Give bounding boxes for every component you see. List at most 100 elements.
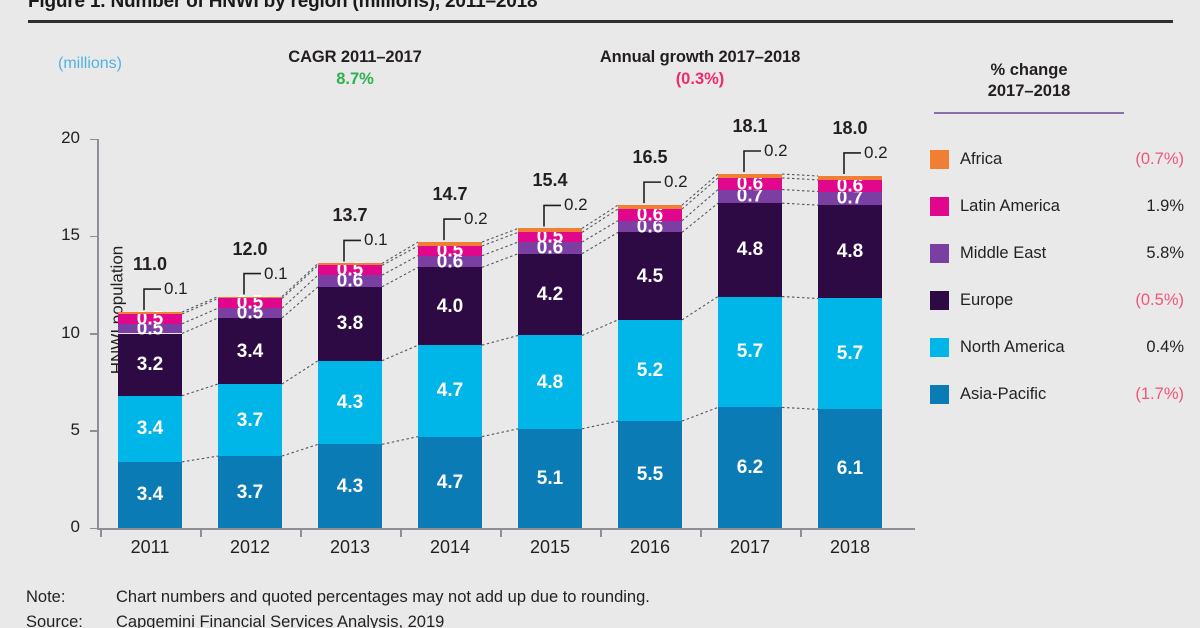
bar-segment-2011-asia-pacific[interactable]: 3.4 — [118, 461, 182, 528]
africa-leader-line — [743, 150, 761, 173]
bar-segment-2018-europe[interactable]: 4.8 — [818, 205, 882, 299]
bar-segment-2011-africa[interactable] — [118, 312, 182, 315]
bar-segment-2014-latin-america[interactable]: 0.5 — [418, 241, 482, 260]
segment-value-label: 5.7 — [736, 341, 764, 363]
bar-segment-2016-asia-pacific[interactable]: 5.5 — [618, 421, 682, 528]
legend-row-latin-america[interactable]: Latin America 1.9% — [930, 183, 1190, 230]
bar-segment-2016-middle-east[interactable]: 0.6 — [618, 217, 682, 236]
bar-segment-2014-asia-pacific[interactable]: 4.7 — [418, 436, 482, 528]
bar-segment-2012-middle-east[interactable]: 0.5 — [218, 304, 282, 323]
bar-segment-2014-north-america[interactable]: 4.7 — [418, 345, 482, 437]
bar-2017[interactable]: 6.2 5.7 4.8 0.7 0.6 — [718, 139, 782, 528]
bar-total-2016: 16.5 — [632, 147, 668, 168]
connector-line — [181, 317, 219, 335]
bar-segment-2015-asia-pacific[interactable]: 5.1 — [518, 428, 582, 528]
y-tick-label: 0 — [70, 517, 80, 536]
bar-segment-2012-north-america[interactable]: 3.7 — [218, 384, 282, 457]
bar-segment-2014-middle-east[interactable]: 0.6 — [418, 252, 482, 271]
bar-segment-2017-asia-pacific[interactable]: 6.2 — [718, 407, 782, 528]
bar-segment-2012-latin-america[interactable]: 0.5 — [218, 294, 282, 313]
legend-percent-change: 5.8% — [1146, 243, 1184, 262]
bar-segment-2018-middle-east[interactable]: 0.7 — [818, 189, 882, 208]
bar-segment-2015-latin-america[interactable]: 0.5 — [518, 228, 582, 247]
bar-segment-2011-europe[interactable]: 3.2 — [118, 333, 182, 396]
y-tick-label: 15 — [61, 225, 80, 245]
bar-segment-2015-africa[interactable] — [518, 228, 582, 233]
segment-value-label: 4.7 — [436, 380, 464, 402]
bar-segment-2014-africa[interactable] — [418, 242, 482, 246]
bar-segment-2018-africa[interactable] — [818, 175, 882, 180]
connector-line — [381, 241, 419, 264]
bar-segment-2014-europe[interactable]: 4.0 — [418, 267, 482, 346]
bar-segment-2013-europe[interactable]: 3.8 — [318, 286, 382, 361]
legend-row-europe[interactable]: Europe (0.5%) — [930, 277, 1190, 324]
bar-segment-2016-north-america[interactable]: 5.2 — [618, 319, 682, 421]
bar-segment-2012-africa[interactable] — [218, 296, 282, 299]
y-axis-title: HNWI population — [107, 245, 127, 375]
bar-segment-2018-asia-pacific[interactable]: 6.1 — [818, 409, 882, 528]
legend-row-middle-east[interactable]: Middle East 5.8% — [930, 230, 1190, 277]
bar-segment-2013-middle-east[interactable]: 0.6 — [318, 271, 382, 290]
legend-row-asia-pacific[interactable]: Asia-Pacific (1.7%) — [930, 371, 1190, 418]
cagr-value: 8.7% — [336, 70, 374, 88]
segment-value-label: 0.6 — [736, 173, 764, 195]
bar-segment-2017-north-america[interactable]: 5.7 — [718, 296, 782, 408]
bar-segment-2015-north-america[interactable]: 4.8 — [518, 335, 582, 429]
bar-2016[interactable]: 5.5 5.2 4.5 0.6 0.6 — [618, 139, 682, 528]
bar-2015[interactable]: 5.1 4.8 4.2 0.6 0.5 — [518, 139, 582, 528]
legend-percent-change: 1.9% — [1146, 196, 1184, 215]
legend-swatch-icon — [930, 149, 949, 169]
legend-row-africa[interactable]: Africa (0.7%) — [930, 136, 1190, 183]
bar-segment-2016-africa[interactable] — [618, 205, 682, 209]
x-tick-mark — [200, 529, 202, 537]
bar-segment-2011-latin-america[interactable]: 0.5 — [118, 309, 182, 328]
bar-2014[interactable]: 4.7 4.7 4.0 0.6 0.5 — [418, 139, 482, 528]
africa-leader-line — [143, 288, 161, 311]
bar-2012[interactable]: 3.7 3.7 3.4 0.5 0.5 — [218, 139, 282, 528]
x-tick-label-2018: 2018 — [829, 537, 871, 557]
bar-total-2013: 13.7 — [332, 205, 368, 226]
connector-line — [381, 255, 419, 276]
bar-segment-2018-latin-america[interactable]: 0.6 — [818, 176, 882, 195]
x-tick-label-2016: 2016 — [629, 537, 671, 557]
segment-value-label: 3.2 — [136, 354, 164, 376]
bar-segment-2011-north-america[interactable]: 3.4 — [118, 395, 182, 462]
bar-2013[interactable]: 4.3 4.3 3.8 0.6 0.5 — [318, 139, 382, 528]
bar-segment-2016-latin-america[interactable]: 0.6 — [618, 205, 682, 224]
footer-note-key: Note: — [26, 588, 66, 606]
connector-line — [781, 173, 819, 177]
bar-segment-2013-asia-pacific[interactable]: 4.3 — [318, 444, 382, 528]
bar-segment-2012-asia-pacific[interactable]: 3.7 — [218, 456, 282, 528]
africa-callout-2016: 0.2 — [664, 172, 688, 192]
bar-segment-2013-latin-america[interactable]: 0.5 — [318, 261, 382, 280]
y-tick-label: 20 — [61, 128, 80, 147]
bar-segment-2017-middle-east[interactable]: 0.7 — [718, 187, 782, 206]
bar-segment-2017-europe[interactable]: 4.8 — [718, 203, 782, 297]
connector-line — [381, 266, 419, 288]
segment-value-label: 0.6 — [536, 237, 564, 259]
connector-line — [281, 360, 319, 385]
africa-callout-2013: 0.1 — [364, 230, 388, 250]
bar-segment-2013-north-america[interactable]: 4.3 — [318, 360, 382, 445]
bar-segment-2015-middle-east[interactable]: 0.6 — [518, 238, 582, 257]
legend-label: Europe — [960, 290, 1014, 309]
bar-segment-2013-africa[interactable] — [318, 263, 382, 266]
bar-total-2011: 11.0 — [132, 254, 168, 275]
bar-2011[interactable]: 3.4 3.4 3.2 0.5 0.5 — [118, 139, 182, 528]
bar-segment-2012-europe[interactable]: 3.4 — [218, 317, 282, 385]
legend-percent-change: (1.7%) — [1135, 384, 1184, 403]
bar-2018[interactable]: 6.1 5.7 4.8 0.7 0.6 — [818, 139, 882, 528]
legend-row-north-america[interactable]: North America 0.4% — [930, 324, 1190, 371]
bar-segment-2018-north-america[interactable]: 5.7 — [818, 298, 882, 410]
y-tick-label: 10 — [61, 322, 80, 342]
bar-segment-2017-africa[interactable] — [718, 174, 782, 178]
connector-line — [181, 296, 219, 313]
connector-line — [681, 173, 719, 206]
connector-line — [381, 436, 419, 445]
legend-swatch-icon — [930, 290, 949, 310]
bar-segment-2015-europe[interactable]: 4.2 — [518, 253, 582, 336]
bar-segment-2011-middle-east[interactable]: 0.5 — [118, 319, 182, 338]
bar-segment-2016-europe[interactable]: 4.5 — [618, 232, 682, 320]
legend-swatch-icon — [930, 243, 949, 263]
bar-segment-2017-latin-america[interactable]: 0.6 — [718, 174, 782, 193]
